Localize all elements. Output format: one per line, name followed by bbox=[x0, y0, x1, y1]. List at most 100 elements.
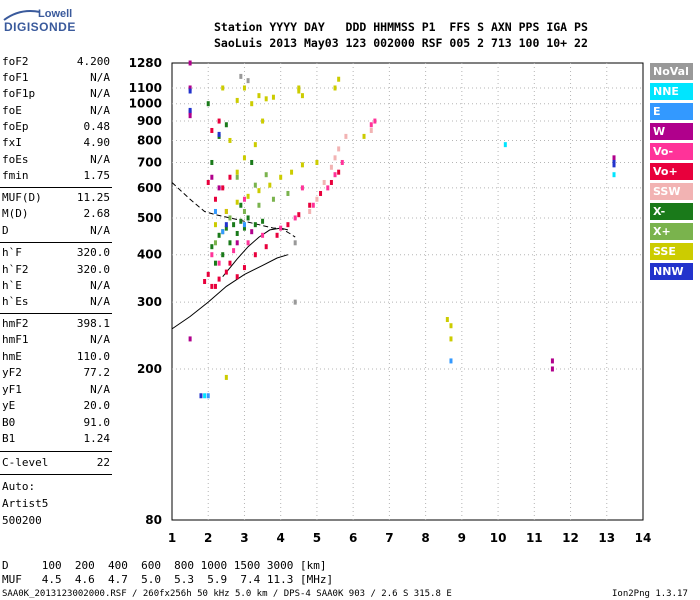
y-tick-label: 400 bbox=[137, 248, 162, 262]
distance-row: D 100 200 400 600 800 1000 1500 3000 [km… bbox=[2, 559, 327, 572]
echo-point bbox=[242, 155, 246, 161]
echo-point bbox=[224, 374, 228, 380]
y-tick-label: 300 bbox=[137, 295, 162, 309]
echo-point bbox=[217, 185, 221, 191]
echo-point bbox=[213, 240, 217, 246]
echo-point bbox=[445, 317, 449, 323]
param-name: hmE bbox=[2, 350, 22, 363]
echo-point bbox=[242, 225, 246, 231]
param-row: foF2 4.200 bbox=[2, 55, 110, 70]
echo-point bbox=[449, 323, 453, 329]
autoscale-artist: Artist5 bbox=[2, 497, 49, 510]
echo-point bbox=[221, 185, 225, 191]
param-row: hmF1 N/A bbox=[2, 333, 110, 348]
echo-point bbox=[242, 208, 246, 214]
echo-point bbox=[612, 155, 616, 161]
echo-point bbox=[232, 248, 236, 254]
param-name: B0 bbox=[2, 416, 16, 429]
echo-point bbox=[217, 118, 221, 124]
echo-point bbox=[228, 137, 232, 143]
param-separator bbox=[0, 313, 112, 314]
legend-item-nnw: NNW bbox=[650, 263, 693, 280]
y-tick-label: 1100 bbox=[129, 81, 162, 95]
echo-point bbox=[221, 252, 225, 258]
param-row: C-level 22 bbox=[2, 456, 110, 471]
y-tick-label: 1280 bbox=[129, 56, 162, 70]
echo-point bbox=[326, 185, 330, 191]
param-row: MUF(D) 11.25 bbox=[2, 191, 110, 206]
param-separator bbox=[0, 474, 112, 475]
param-name: yE bbox=[2, 399, 16, 412]
echo-point bbox=[315, 196, 319, 202]
y-tick-label: 600 bbox=[137, 181, 162, 195]
param-value: 1.75 bbox=[83, 169, 111, 182]
echo-point bbox=[279, 174, 283, 180]
echo-point bbox=[503, 142, 507, 148]
param-row: foEs N/A bbox=[2, 153, 110, 168]
param-name: M(D) bbox=[2, 207, 29, 220]
echo-point bbox=[257, 202, 261, 208]
x-tick-label: 9 bbox=[458, 531, 466, 545]
echo-point bbox=[297, 212, 301, 218]
echo-point bbox=[242, 196, 246, 202]
echo-point bbox=[362, 133, 366, 139]
echo-point bbox=[308, 202, 312, 208]
echo-point bbox=[213, 283, 217, 289]
param-value: 1.24 bbox=[83, 432, 111, 445]
echo-point bbox=[271, 94, 275, 100]
echo-point bbox=[235, 174, 239, 180]
param-value: N/A bbox=[90, 279, 110, 292]
echo-point bbox=[264, 96, 268, 102]
muf-row: MUF 4.5 4.6 4.7 5.0 5.3 5.9 7.4 11.3 [MH… bbox=[2, 573, 334, 586]
echo-point bbox=[253, 252, 257, 258]
param-row: foF1 N/A bbox=[2, 71, 110, 86]
echo-point bbox=[188, 85, 192, 91]
param-row: h`F 320.0 bbox=[2, 246, 110, 261]
param-value: 0.48 bbox=[83, 120, 111, 133]
echo-point bbox=[612, 172, 616, 178]
param-name: h`E bbox=[2, 279, 22, 292]
echo-point bbox=[188, 107, 192, 113]
param-name: foF2 bbox=[2, 55, 29, 68]
param-separator bbox=[0, 187, 112, 188]
echo-point bbox=[286, 222, 290, 228]
param-name: yF1 bbox=[2, 383, 22, 396]
echo-point bbox=[253, 142, 257, 148]
param-name: hmF1 bbox=[2, 333, 29, 346]
param-row: fxI 4.90 bbox=[2, 136, 110, 151]
y-tick-label: 1000 bbox=[129, 97, 162, 111]
header-columns: Station YYYY DAY DDD HHMMSS P1 FFS S AXN… bbox=[214, 20, 588, 34]
autoscale-code: 500200 bbox=[2, 514, 42, 527]
echo-point bbox=[264, 172, 268, 178]
echo-point bbox=[235, 169, 239, 175]
echo-point bbox=[242, 265, 246, 271]
param-name: hmF2 bbox=[2, 317, 29, 330]
echo-point bbox=[253, 222, 257, 228]
echo-point bbox=[319, 190, 323, 196]
echo-point bbox=[449, 358, 453, 364]
echo-point bbox=[612, 159, 616, 165]
echo-point bbox=[275, 232, 279, 238]
echo-point bbox=[210, 174, 214, 180]
echo-point bbox=[224, 269, 228, 275]
legend-item-voplus: Vo+ bbox=[650, 163, 693, 180]
echo-point bbox=[217, 260, 221, 266]
brand-name: Lowell bbox=[38, 8, 73, 20]
echo-point bbox=[329, 179, 333, 185]
echo-point bbox=[206, 101, 210, 107]
param-value: N/A bbox=[90, 224, 110, 237]
echo-point bbox=[188, 113, 192, 119]
echo-point bbox=[246, 78, 250, 84]
echo-point bbox=[279, 225, 283, 231]
echo-point bbox=[232, 222, 236, 228]
product-name: DIGISONDE bbox=[4, 20, 76, 34]
echo-point bbox=[449, 336, 453, 342]
legend-item-noval: NoVal bbox=[650, 63, 693, 80]
param-value: 4.200 bbox=[76, 55, 110, 68]
echo-point bbox=[246, 215, 250, 221]
echo-point bbox=[242, 85, 246, 91]
legend-item-nne: NNE bbox=[650, 83, 693, 100]
echo-point bbox=[188, 60, 192, 66]
echo-point bbox=[210, 127, 214, 133]
